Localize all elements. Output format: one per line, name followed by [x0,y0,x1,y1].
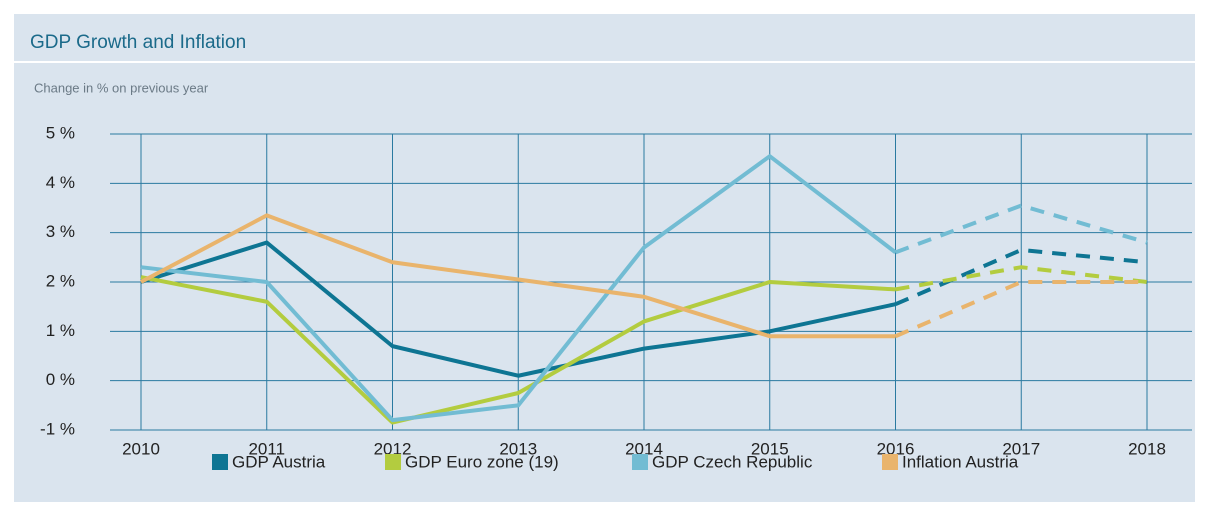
legend-swatch [212,454,228,470]
legend-swatch [385,454,401,470]
series-line-dashed [894,203,1148,255]
series-line [140,154,897,423]
x-tick-label: 2013 [499,439,537,458]
series-line [140,275,896,425]
series-line-dashed [894,280,1147,339]
x-tick-label: 2012 [374,439,412,458]
series-line [140,240,896,378]
y-tick-label: 0 % [46,370,75,389]
legend-swatch [882,454,898,470]
legend-swatch [632,454,648,470]
y-tick-label: 5 % [46,123,75,142]
chart-subtitle: Change in % on previous year [34,80,209,95]
series-line [140,213,896,339]
legend-label: GDP Austria [232,452,326,471]
x-tick-label: 2018 [1128,439,1166,458]
y-tick-label: 3 % [46,222,75,241]
y-tick-label: 4 % [46,173,75,192]
legend-label: Inflation Austria [902,452,1019,471]
legend-label: GDP Euro zone (19) [405,452,559,471]
legend-label: GDP Czech Republic [652,452,813,471]
y-tick-label: 2 % [46,271,75,290]
x-tick-label: 2011 [248,439,285,458]
chart-title: GDP Growth and Inflation [30,32,246,53]
x-tick-label: 2014 [625,439,663,458]
x-tick-label: 2017 [1002,439,1040,458]
x-tick-label: 2015 [751,439,789,458]
x-tick-label: 2010 [122,439,160,458]
y-tick-label: 1 % [46,321,75,340]
series-line-dashed [895,265,1148,292]
x-tick-label: 2016 [877,439,915,458]
series-line-dashed [894,247,1148,307]
y-tick-label: -1 % [40,419,75,438]
